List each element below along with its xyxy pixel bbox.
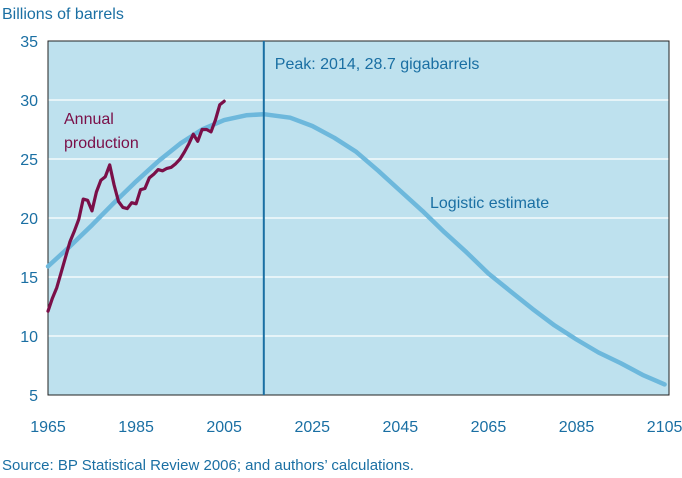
x-tick-label: 2085 bbox=[559, 419, 595, 436]
x-tick-label: 1985 bbox=[118, 419, 154, 436]
x-tick-label: 2045 bbox=[383, 419, 419, 436]
annual-production-line bbox=[46, 99, 226, 313]
x-tick-label: 2005 bbox=[206, 419, 242, 436]
y-tick-label: 25 bbox=[20, 152, 38, 169]
source-note: Source: BP Statistical Review 2006; and … bbox=[2, 457, 414, 474]
annual-production-label-line2: production bbox=[64, 135, 139, 152]
y-axis-title: Billions of barrels bbox=[2, 6, 124, 23]
annual-production-label-line1: Annual bbox=[64, 111, 114, 128]
x-tick-label: 1965 bbox=[30, 419, 66, 436]
logistic-estimate-label: Logistic estimate bbox=[430, 195, 549, 212]
y-tick-label: 20 bbox=[20, 211, 38, 228]
y-tick-label: 30 bbox=[20, 93, 38, 110]
peak-annotation: Peak: 2014, 28.7 gigabarrels bbox=[275, 56, 480, 73]
chart-labels: Peak: 2014, 28.7 gigabarrels Annual prod… bbox=[64, 56, 549, 212]
plot-frame bbox=[47, 40, 670, 396]
y-tick-label: 10 bbox=[20, 329, 38, 346]
logistic-estimate-line bbox=[45, 111, 667, 387]
x-tick-label: 2025 bbox=[294, 419, 330, 436]
y-tick-label: 35 bbox=[20, 34, 38, 51]
y-tick-label: 5 bbox=[29, 388, 38, 405]
y-tick-label: 15 bbox=[20, 270, 38, 287]
x-tick-label: 2105 bbox=[647, 419, 682, 436]
x-tick-label: 2065 bbox=[471, 419, 507, 436]
